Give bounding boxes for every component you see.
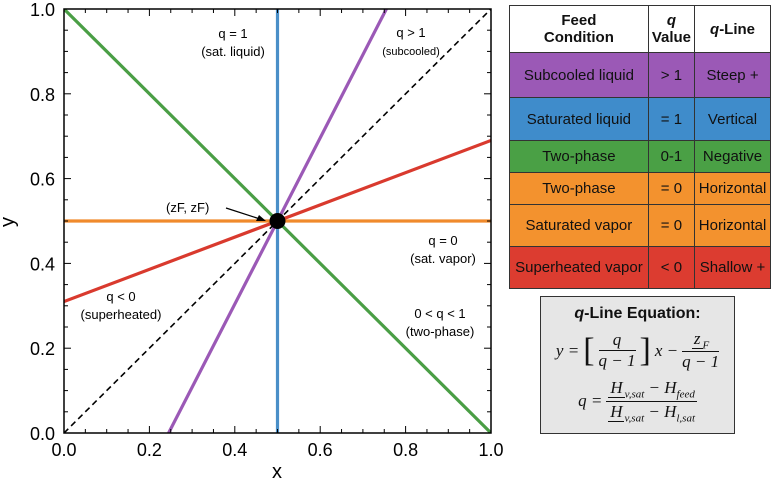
annotation-line2: (two-phase) — [406, 324, 475, 339]
annotation-line2: (subcooled) — [382, 46, 439, 58]
annotation-line2: (sat. vapor) — [410, 251, 476, 266]
arrow-head-icon — [256, 215, 266, 221]
y-tick-label: 0.8 — [30, 85, 55, 105]
x-tick-label: 0.8 — [393, 440, 418, 460]
table-header-row: Feed Condition q Value q-Line — [509, 5, 771, 53]
table-row: Saturated liquid = 1 Vertical — [509, 97, 771, 141]
cell-condition: Saturated liquid — [509, 97, 649, 141]
annotation-line2: (superheated) — [81, 307, 162, 322]
table-row: Two-phase 0-1 Negative — [509, 140, 771, 173]
table-row: Saturated vapor = 0 Horizontal — [509, 204, 771, 247]
cell-condition: Saturated vapor — [509, 204, 649, 247]
cell-line: Steep + — [694, 52, 771, 98]
x-tick-label: 0.6 — [308, 440, 333, 460]
feed-condition-table: Feed Condition q Value q-Line Subcooled li… — [509, 5, 771, 289]
header-q-line: q-Line — [694, 5, 771, 53]
x-tick-label: 0.4 — [222, 440, 247, 460]
cell-q: 0-1 — [647, 140, 696, 173]
cell-line: Horizontal — [694, 172, 771, 205]
x-tick-label: 1.0 — [478, 440, 503, 460]
y-tick-label: 0.6 — [30, 170, 55, 190]
cell-q: < 0 — [647, 246, 696, 289]
cell-line: Shallow + — [694, 246, 771, 289]
table-row: Subcooled liquid > 1 Steep + — [509, 52, 771, 98]
x-tick-label: 0.2 — [137, 440, 162, 460]
header-q-value: q Value — [647, 5, 696, 53]
cell-q: > 1 — [647, 52, 696, 98]
cell-q: = 1 — [647, 97, 696, 141]
x-axis-label: x — [272, 461, 282, 480]
y-tick-label: 0.4 — [30, 254, 55, 274]
y-axis-label: y — [0, 217, 19, 227]
y-tick-label: 0.2 — [30, 339, 55, 359]
cell-line: Negative — [694, 140, 771, 173]
feed-point — [269, 213, 286, 229]
cell-q: = 0 — [647, 204, 696, 247]
x-tick-label: 0.0 — [51, 440, 76, 460]
cell-line: Vertical — [694, 97, 771, 141]
equation-title: q-Line Equation: — [574, 305, 701, 322]
annotation-line1: q = 0 — [428, 233, 457, 248]
cell-condition: Two-phase — [509, 140, 649, 173]
y-tick-label: 1.0 — [30, 0, 55, 20]
table-row: Superheated vapor < 0 Shallow + — [509, 246, 771, 289]
cell-condition: Superheated vapor — [509, 246, 649, 289]
cell-condition: Two-phase — [509, 172, 649, 205]
q-line-plot: q = 1 (sat. liquid) q > 1 (subcooled) q = 0 (… — [0, 0, 504, 480]
annotation-line1: q > 1 — [396, 25, 425, 40]
annotation-line2: (sat. liquid) — [201, 44, 265, 59]
cell-q: = 0 — [647, 172, 696, 205]
cell-line: Horizontal — [694, 204, 771, 247]
feed-point-arrow — [225, 207, 261, 220]
annotation-line1: q < 0 — [106, 289, 135, 304]
table-row: Two-phase = 0 Horizontal — [509, 172, 771, 205]
y-tick-label: 0.0 — [30, 424, 55, 444]
annotation-line1: q = 1 — [218, 26, 247, 41]
header-feed-condition: Feed Condition — [509, 5, 649, 53]
cell-condition: Subcooled liquid — [509, 52, 649, 98]
annotation-line1: 0 < q < 1 — [414, 306, 465, 321]
feed-point-label: (zF, zF) — [166, 200, 209, 215]
